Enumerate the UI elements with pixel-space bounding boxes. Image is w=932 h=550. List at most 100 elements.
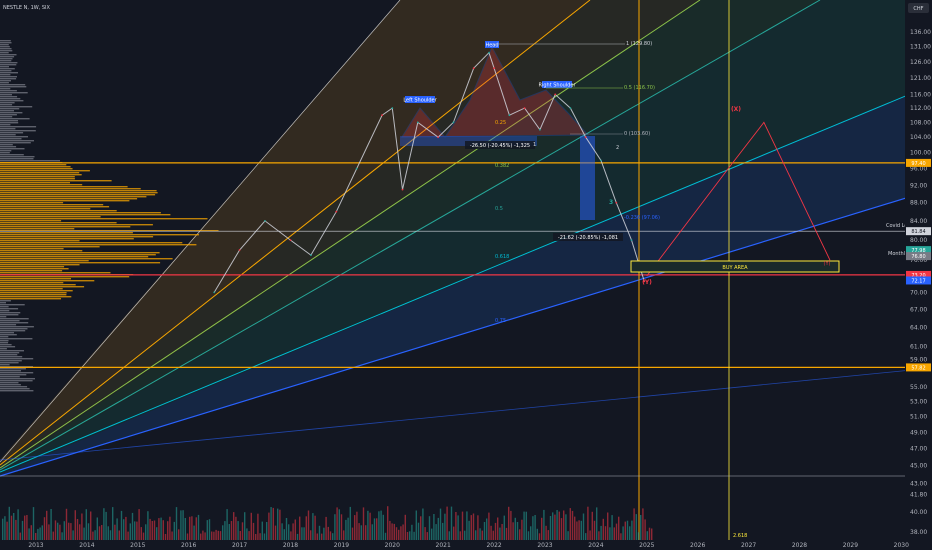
volume-bar — [541, 517, 543, 540]
volume-bar — [74, 510, 76, 540]
x-tick-label: 2024 — [588, 542, 603, 549]
volume-profile-bar — [0, 352, 20, 354]
volume-bar — [488, 512, 490, 540]
volume-bar — [261, 521, 263, 540]
x-tick-label: 2025 — [639, 542, 654, 549]
volume-profile-bar — [0, 190, 157, 192]
volume-profile-bar — [0, 310, 10, 312]
volume-bar — [613, 527, 615, 540]
volume-bar — [270, 507, 272, 540]
volume-bar — [409, 531, 411, 540]
volume-profile-bar — [0, 284, 76, 286]
volume-profile-bar — [0, 66, 9, 68]
y-tick-label: 92.00 — [910, 182, 927, 189]
y-tick-label: 126.00 — [910, 59, 931, 66]
volume-profile-bar — [0, 278, 71, 280]
left-shoulder-label-bg — [405, 96, 435, 103]
y-tick-label: 88.00 — [910, 200, 927, 207]
volume-profile-bar — [0, 204, 104, 206]
x-tick-label: 2021 — [436, 542, 451, 549]
volume-profile-bar — [0, 110, 14, 112]
fan-line-teal — [0, 0, 821, 471]
volume-profile-bar — [0, 378, 35, 380]
volume-bar — [532, 516, 534, 540]
volume-bar — [560, 518, 563, 540]
right-shoulder-label: Right Shoulder — [538, 83, 576, 89]
level-badge — [906, 363, 931, 372]
volume-bar — [105, 511, 107, 540]
price-axis[interactable] — [905, 0, 932, 540]
volume-bar — [208, 519, 211, 540]
volume-profile-bar — [0, 156, 35, 158]
currency-button[interactable] — [908, 3, 929, 13]
volume-bar — [631, 520, 633, 540]
volume-bar — [90, 511, 92, 540]
volume-bar — [21, 520, 24, 540]
volume-bar — [299, 516, 301, 540]
volume-bar — [406, 532, 409, 540]
x-tick-label: 2026 — [690, 542, 705, 549]
volume-bar — [435, 524, 437, 540]
volume-bar — [437, 517, 439, 540]
x-tick-label: 2022 — [486, 542, 501, 549]
y-tick-label: 70.00 — [910, 289, 927, 296]
volume-bar — [646, 531, 648, 540]
y-tick-label: 49.00 — [910, 429, 927, 436]
volume-bar — [285, 518, 288, 540]
volume-bar — [334, 514, 336, 540]
projection-line — [646, 121, 831, 277]
volume-bar — [288, 524, 290, 540]
volume-profile-bar — [0, 342, 9, 344]
volume-profile-bar — [0, 262, 161, 264]
fan-band-teal — [0, 0, 932, 474]
volume-bar — [186, 533, 189, 540]
volume-bar — [497, 517, 499, 540]
volume-profile-bar — [0, 68, 15, 70]
volume-bar — [569, 508, 571, 540]
price-badge-label: 72.17 — [911, 278, 925, 284]
volume-profile-bar — [0, 208, 91, 210]
volume-bar — [510, 510, 512, 540]
y-tick-label: 59.00 — [910, 357, 927, 364]
level-badge-label: 81.84 — [911, 229, 925, 235]
volume-bar — [604, 526, 607, 540]
volume-profile-bar — [0, 232, 133, 234]
volume-profile-bar — [0, 202, 64, 204]
volume-bar — [200, 533, 202, 540]
level-badge — [906, 158, 931, 167]
volume-profile-bar — [0, 308, 19, 310]
volume-bar — [593, 520, 596, 540]
y-tick-label: 43.00 — [910, 481, 927, 488]
volume-bar — [380, 510, 382, 540]
volume-bar — [305, 516, 307, 540]
volume-bar — [640, 515, 642, 540]
volume-bar — [48, 524, 50, 540]
volume-bar — [167, 521, 169, 540]
volume-bar — [433, 514, 435, 540]
volume-bar — [413, 531, 415, 540]
volume-bar — [316, 533, 318, 540]
volume-profile-bar — [0, 60, 12, 62]
volume-profile-bar — [0, 102, 15, 104]
volume-profile-bar — [0, 318, 29, 320]
volume-profile-bar — [0, 106, 33, 108]
volume-profile-bar — [0, 160, 60, 162]
symbol-title[interactable]: NESTLE N, 1W, SIX — [3, 5, 51, 11]
volume-bar — [457, 515, 459, 540]
volume-profile-bar — [0, 292, 67, 294]
volume-profile-bar — [0, 288, 63, 290]
time-axis[interactable] — [0, 540, 932, 550]
volume-bar — [189, 516, 191, 540]
volume-bar — [197, 514, 200, 540]
volume-bar — [35, 533, 37, 540]
volume-bar — [340, 514, 343, 540]
volume-bar — [459, 531, 461, 540]
volume-bar — [279, 509, 281, 540]
volume-bar — [292, 523, 294, 540]
volume-bar — [426, 532, 428, 540]
volume-bar — [470, 515, 472, 540]
volume-profile-bar — [0, 142, 31, 144]
volume-profile-bar — [0, 344, 12, 346]
buy-area-box[interactable] — [630, 260, 840, 273]
